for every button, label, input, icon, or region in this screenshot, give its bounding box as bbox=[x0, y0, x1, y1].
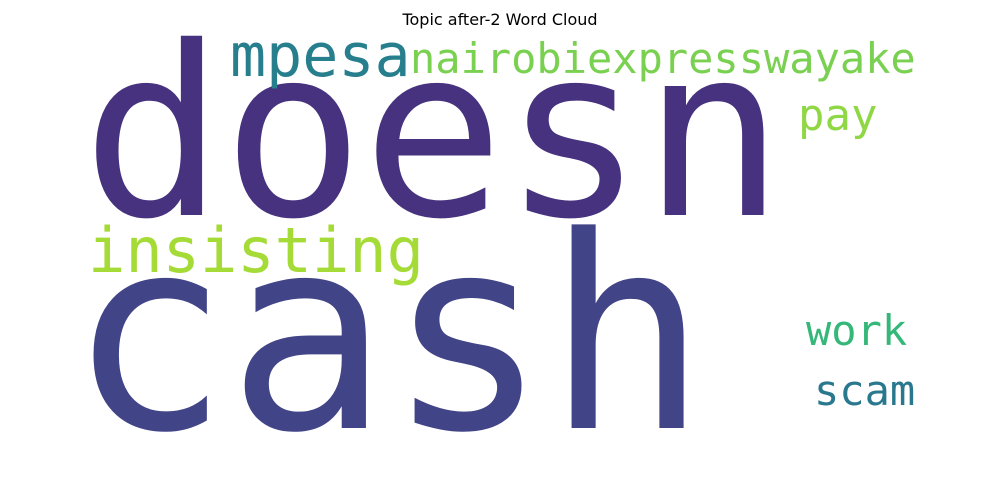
word-work: work bbox=[806, 306, 908, 355]
word-mpesa: mpesa bbox=[230, 21, 411, 91]
word-doesn: doesn bbox=[82, 0, 784, 271]
chart-title: Topic after-2 Word Cloud bbox=[402, 10, 598, 29]
word-nairobiexpresswayake: nairobiexpresswayake bbox=[410, 34, 916, 83]
word-pay: pay bbox=[798, 90, 878, 141]
word-insisting: insisting bbox=[88, 214, 424, 287]
word-scam: scam bbox=[814, 366, 916, 415]
word-cash: cash bbox=[68, 180, 707, 492]
